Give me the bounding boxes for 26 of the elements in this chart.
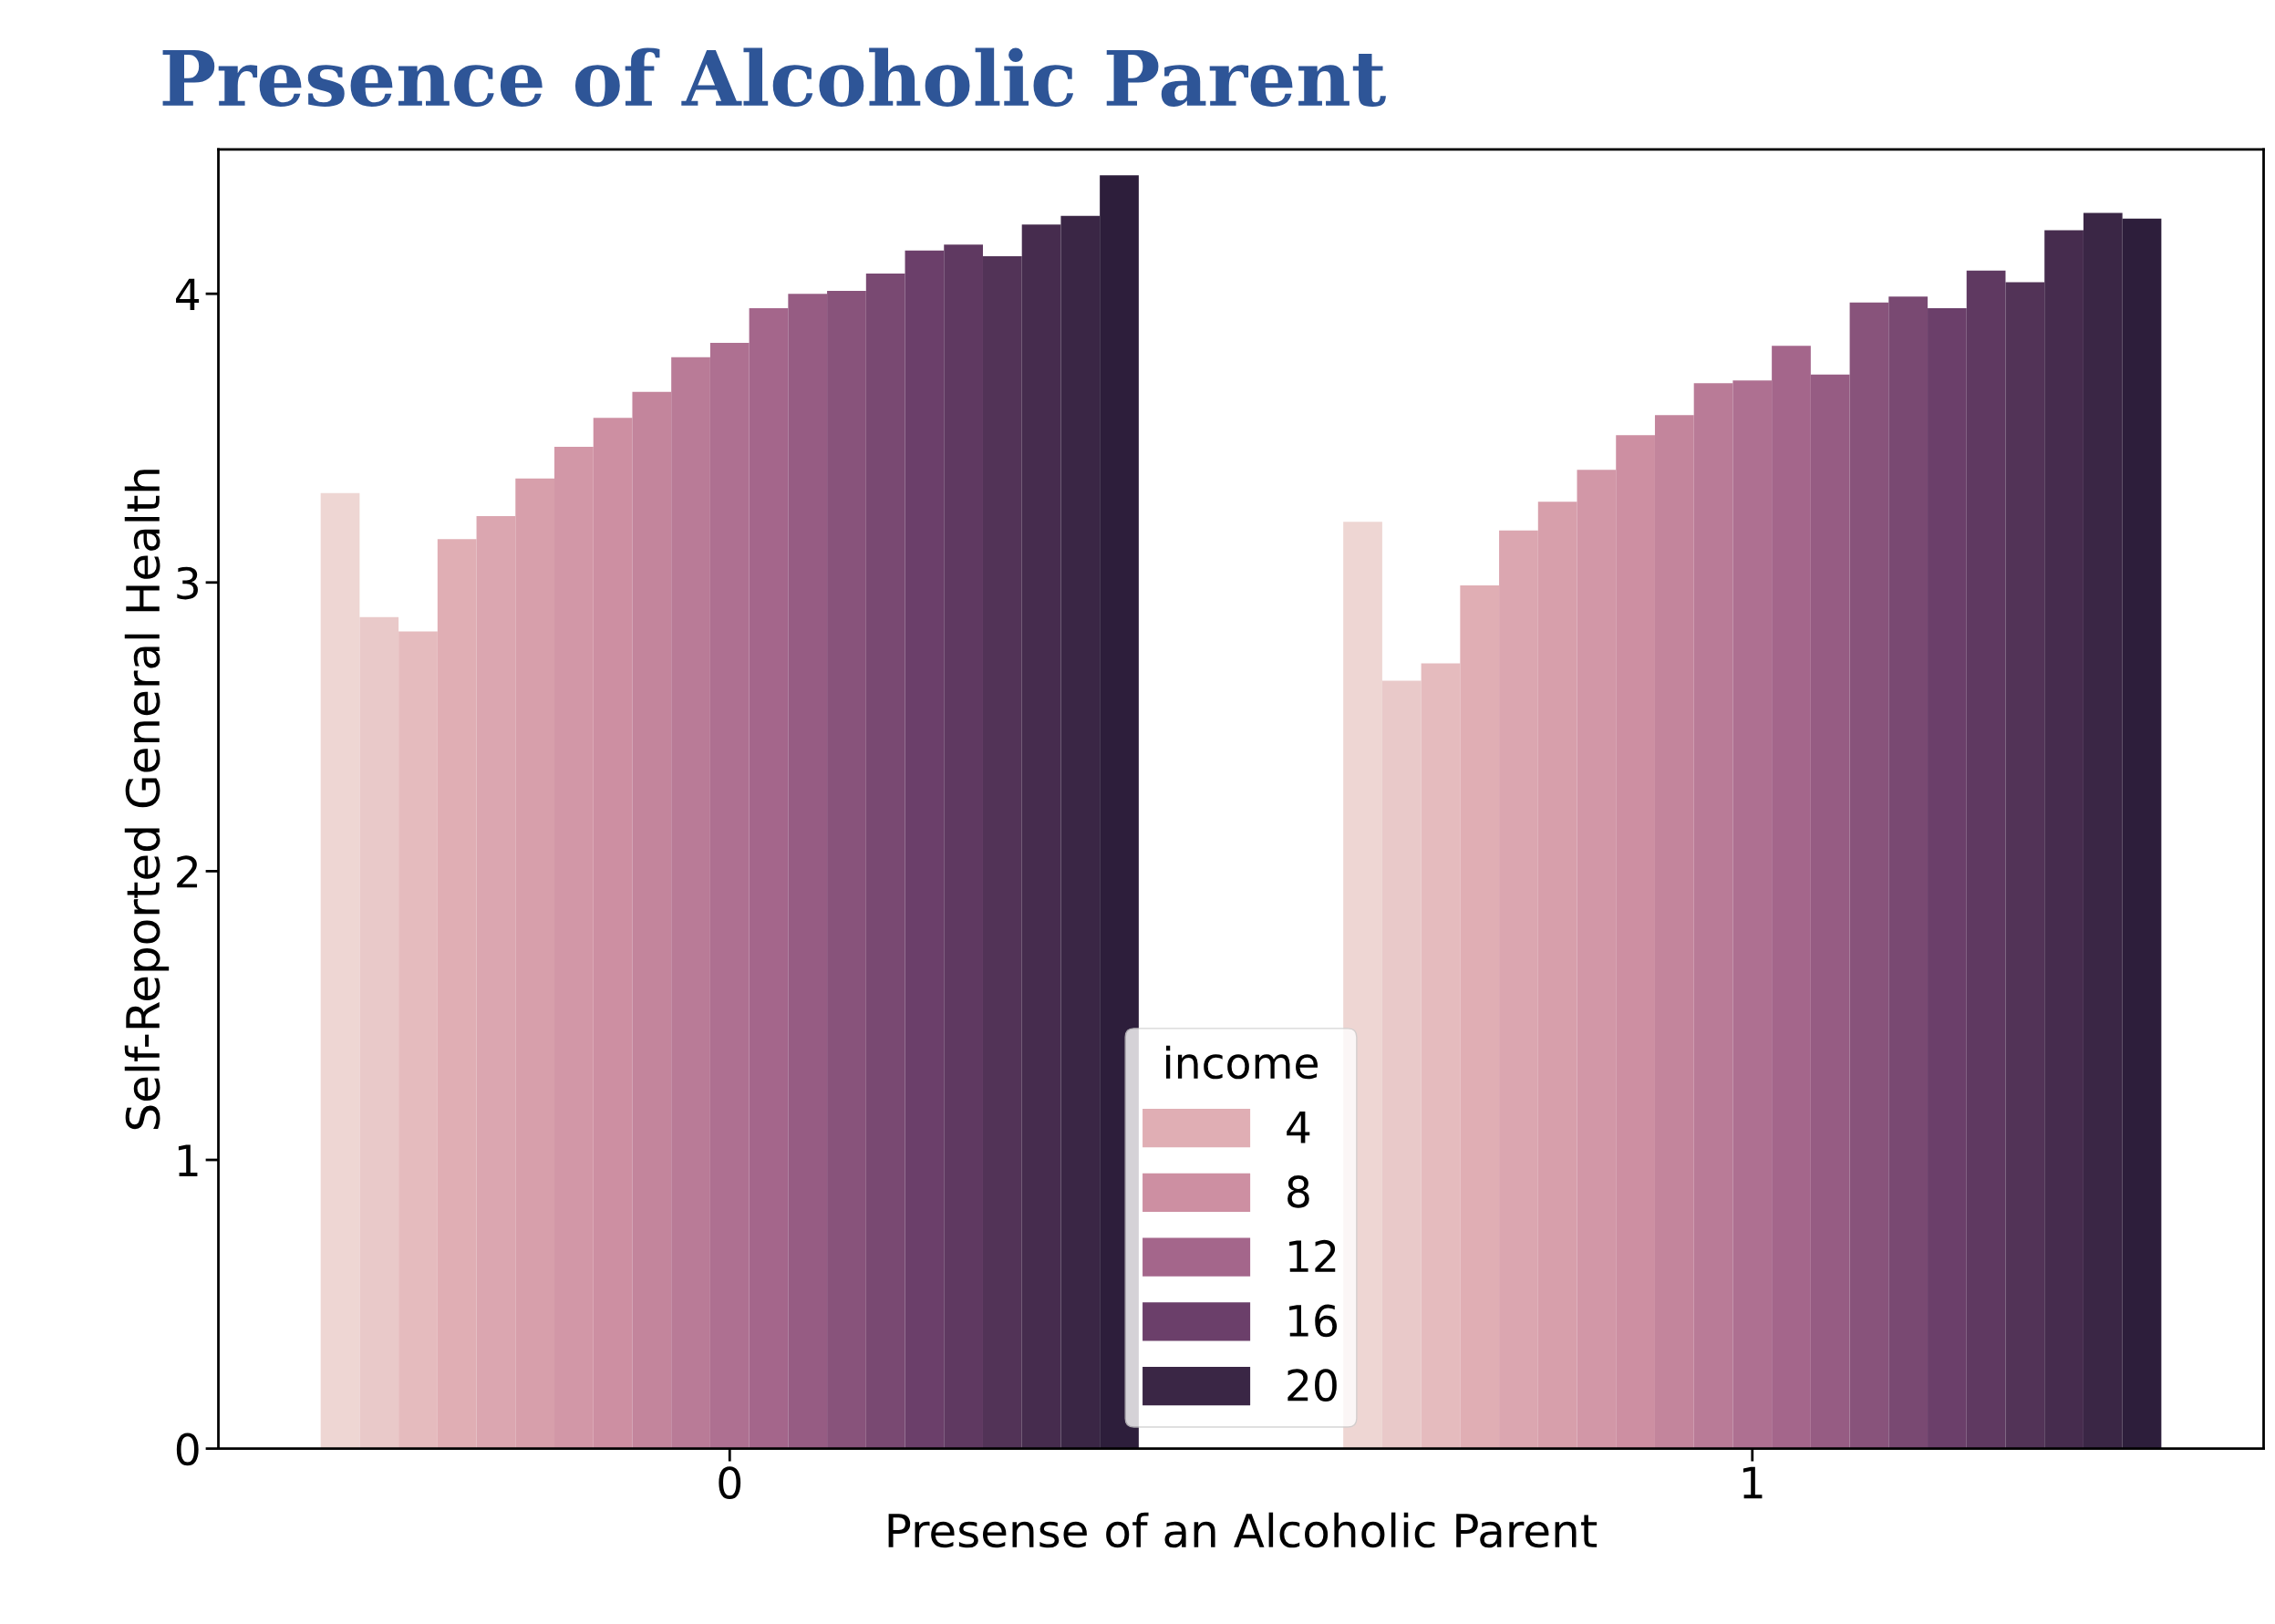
bar [359,616,399,1449]
chart-title: Presence of Alcoholic Parent [162,47,1386,107]
bar [1381,680,1422,1449]
y-tick-label: 1 [178,1144,198,1176]
bar [1888,296,1929,1449]
bar [1810,374,1850,1449]
y-tick-label: 2 [177,855,198,888]
legend-label: 16 [1289,1304,1338,1338]
bar [1849,302,1889,1449]
x-axis-title: Presense of an Alcoholic Parent [888,1512,1598,1548]
legend-label: 4 [1287,1111,1310,1143]
y-tick-label: 3 [177,566,198,600]
bar [320,492,360,1449]
bar [827,291,866,1449]
y-tick-label: 4 [176,278,200,311]
bar [788,294,828,1449]
y-tick-label: 0 [176,1433,199,1466]
legend-title: income [1165,1045,1318,1080]
bar [865,274,905,1449]
legend-label: 8 [1287,1175,1309,1208]
y-axis-title: Self-Reported General Health [124,470,170,1130]
bar [2122,218,2162,1449]
legend-label: 20 [1287,1369,1337,1402]
bar [1421,663,1461,1449]
legend-label: 12 [1289,1239,1336,1272]
bar [398,631,438,1449]
